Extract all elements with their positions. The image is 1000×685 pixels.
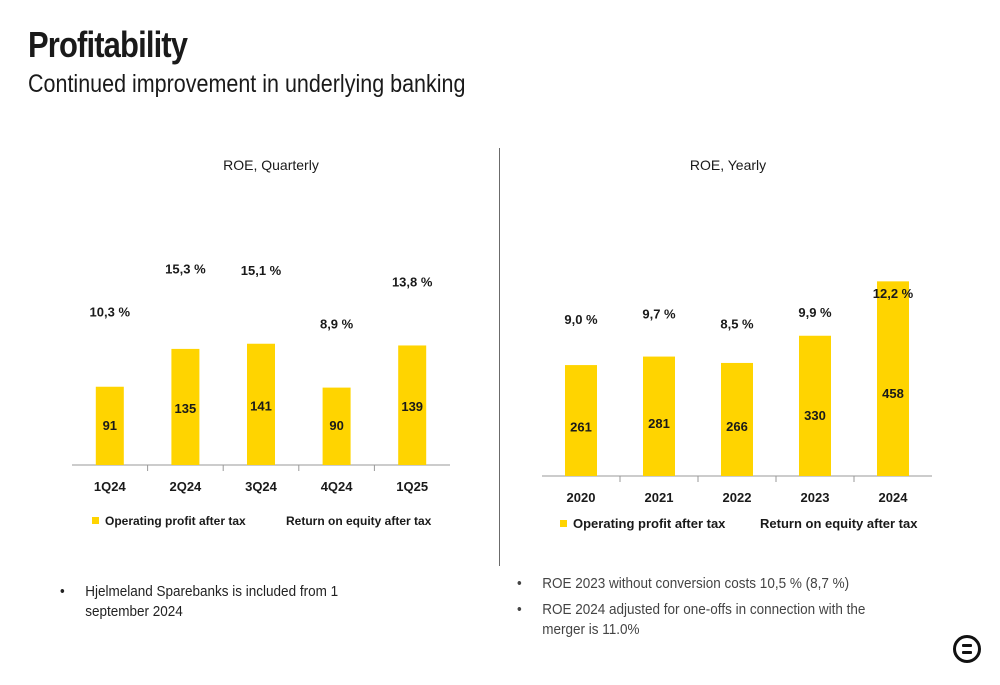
note-item: ROE 2023 without conversion costs 10,5 %… bbox=[517, 574, 868, 594]
category-label: 3Q24 bbox=[245, 479, 278, 494]
note-item: Hjelmeland Sparebanks is included from 1… bbox=[60, 582, 393, 622]
profit-value-label: 458 bbox=[882, 386, 904, 401]
profit-bar bbox=[877, 281, 909, 476]
roe-value-label: 15,1 % bbox=[241, 263, 282, 278]
roe-value-label: 13,8 % bbox=[392, 274, 433, 289]
category-label: 4Q24 bbox=[321, 479, 354, 494]
roe-value-label: 9,9 % bbox=[798, 305, 832, 320]
profit-bar bbox=[799, 335, 831, 476]
roe-value-label: 15,3 % bbox=[165, 261, 206, 276]
profit-value-label: 261 bbox=[570, 420, 592, 435]
category-label: 2Q24 bbox=[169, 479, 202, 494]
category-label: 1Q25 bbox=[396, 479, 428, 494]
notes-right: ROE 2023 without conversion costs 10,5 %… bbox=[517, 574, 907, 646]
chart-svg: ROE, Yearly 261 2020 9,0 % 281 2021 9,7 % 266 20… bbox=[542, 157, 932, 531]
roe-value-label: 10,3 % bbox=[90, 304, 131, 319]
sparebank-logo-icon bbox=[953, 635, 981, 663]
profit-value-label: 281 bbox=[648, 416, 670, 431]
note-item: ROE 2024 adjusted for one-offs in connec… bbox=[517, 600, 868, 640]
legend-label-profit: Operating profit after tax bbox=[573, 516, 726, 531]
profit-bar bbox=[95, 386, 124, 465]
roe-value-label: 8,9 % bbox=[320, 316, 354, 331]
category-label: 1Q24 bbox=[94, 479, 127, 494]
profit-value-label: 90 bbox=[329, 418, 343, 433]
profit-bar bbox=[322, 387, 351, 465]
legend-label-roe: Return on equity after tax bbox=[286, 514, 432, 528]
category-label: 2020 bbox=[567, 490, 596, 505]
chart-divider bbox=[499, 148, 500, 566]
chart-title: ROE, Yearly bbox=[690, 157, 766, 173]
profit-value-label: 330 bbox=[804, 408, 826, 423]
profit-bar bbox=[398, 345, 427, 465]
roe-yearly-chart: ROE, Yearly 261 2020 9,0 % 281 2021 9,7 % 266 20… bbox=[520, 140, 932, 540]
legend-swatch bbox=[92, 517, 99, 524]
category-label: 2022 bbox=[723, 490, 752, 505]
roe-value-label: 12,2 % bbox=[873, 286, 914, 301]
profit-value-label: 266 bbox=[726, 419, 748, 434]
profit-bar bbox=[643, 356, 675, 476]
profit-value-label: 141 bbox=[250, 398, 272, 413]
legend-label-profit: Operating profit after tax bbox=[105, 514, 246, 528]
chart-title: ROE, Quarterly bbox=[223, 157, 319, 173]
category-label: 2023 bbox=[801, 490, 830, 505]
category-label: 2021 bbox=[645, 490, 674, 505]
chart-svg: ROE, Quarterly 91 1Q24 10,3 % 135 2Q24 15,3 % 1… bbox=[72, 157, 450, 528]
profit-bar bbox=[565, 365, 597, 476]
profit-value-label: 91 bbox=[103, 418, 117, 433]
profit-bar bbox=[721, 362, 753, 476]
page-subtitle: Continued improvement in underlying bank… bbox=[28, 70, 466, 98]
profit-value-label: 135 bbox=[175, 401, 197, 416]
legend-swatch bbox=[560, 520, 567, 527]
notes-left: Hjelmeland Sparebanks is included from 1… bbox=[60, 582, 430, 628]
page-title: Profitability bbox=[28, 24, 188, 65]
roe-quarterly-chart: ROE, Quarterly 91 1Q24 10,3 % 135 2Q24 15,3 % 1… bbox=[50, 140, 460, 540]
profit-bar bbox=[171, 348, 200, 465]
roe-value-label: 9,7 % bbox=[642, 306, 676, 321]
roe-value-label: 9,0 % bbox=[564, 312, 598, 327]
category-label: 2024 bbox=[879, 490, 909, 505]
legend-label-roe: Return on equity after tax bbox=[760, 516, 918, 531]
profit-bar bbox=[247, 343, 275, 465]
profit-value-label: 139 bbox=[401, 399, 423, 414]
roe-value-label: 8,5 % bbox=[720, 316, 754, 331]
